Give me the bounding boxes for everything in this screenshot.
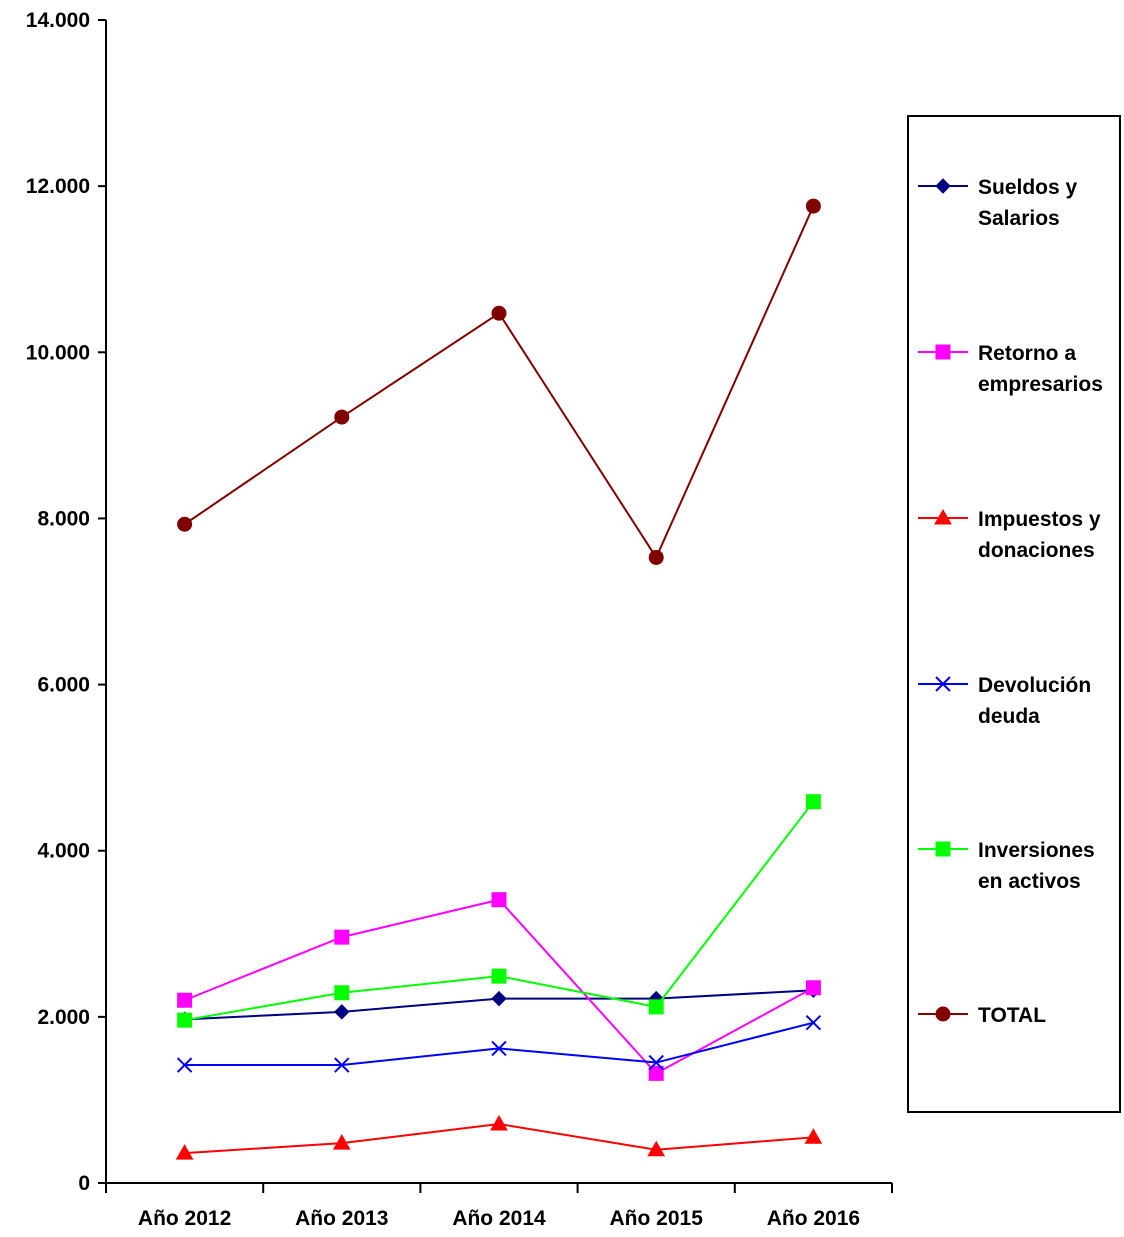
data-point bbox=[805, 198, 821, 214]
data-point bbox=[805, 980, 821, 996]
series-5 bbox=[177, 198, 821, 565]
legend-marker bbox=[935, 1006, 951, 1022]
series-line bbox=[184, 801, 815, 1022]
data-point bbox=[648, 1065, 664, 1081]
series-2 bbox=[175, 1115, 823, 1160]
data-point bbox=[177, 992, 193, 1008]
legend-item: Retorno a empresarios bbox=[918, 342, 1103, 396]
legend-item: Sueldos y Salarios bbox=[918, 176, 1078, 230]
data-point bbox=[648, 999, 664, 1015]
data-point bbox=[491, 990, 507, 1007]
legend-label: Devolución bbox=[978, 674, 1091, 697]
y-tick-label: 0 bbox=[78, 1172, 90, 1195]
data-point bbox=[490, 1115, 508, 1131]
legend-marker bbox=[934, 508, 952, 525]
legend-label: Salarios bbox=[978, 207, 1060, 230]
legend-marker bbox=[935, 344, 951, 360]
legend-label: empresarios bbox=[978, 373, 1103, 396]
legend-label: donaciones bbox=[978, 539, 1095, 562]
y-tick-label: 10.000 bbox=[26, 341, 90, 364]
data-point bbox=[491, 1040, 507, 1057]
legend-item: Impuestos y donaciones bbox=[918, 508, 1101, 562]
legend-label: Sueldos y bbox=[978, 176, 1078, 199]
x-tick-label: Año 2013 bbox=[295, 1207, 388, 1230]
legend-marker bbox=[935, 676, 951, 692]
series-1 bbox=[177, 892, 821, 1081]
legend-label: Inversiones bbox=[978, 839, 1095, 862]
legend-label: deuda bbox=[978, 705, 1040, 728]
series-4 bbox=[177, 794, 821, 1028]
legend-marker bbox=[935, 178, 951, 194]
y-tick-label: 2.000 bbox=[37, 1006, 90, 1029]
x-tick-label: Año 2016 bbox=[767, 1207, 860, 1230]
y-tick-label: 4.000 bbox=[37, 840, 90, 863]
legend-item: Inversiones en activos bbox=[918, 839, 1095, 893]
data-point bbox=[647, 1140, 666, 1157]
data-point bbox=[175, 1144, 194, 1160]
series-line bbox=[184, 1021, 814, 1067]
data-point bbox=[491, 968, 507, 984]
y-tick-label: 12.000 bbox=[26, 175, 90, 198]
data-point bbox=[491, 305, 507, 321]
y-tick-label: 8.000 bbox=[37, 507, 90, 530]
legend-box bbox=[907, 115, 1121, 1113]
data-point bbox=[176, 1057, 193, 1073]
data-point bbox=[491, 892, 507, 908]
series-3 bbox=[176, 1014, 822, 1073]
data-point bbox=[648, 1054, 664, 1071]
legend-label: en activos bbox=[978, 870, 1081, 893]
data-point bbox=[334, 409, 350, 425]
legend-item: Devolución deuda bbox=[918, 674, 1091, 728]
x-tick-label: Año 2012 bbox=[138, 1207, 231, 1230]
legend: Sueldos y Salarios Retorno a empresarios Imp… bbox=[907, 115, 1121, 1113]
x-tick-label: Año 2014 bbox=[452, 1207, 546, 1230]
series-line bbox=[184, 205, 815, 560]
y-tick-label: 6.000 bbox=[37, 674, 90, 697]
legend-marker bbox=[935, 841, 951, 857]
x-tick-label: Año 2015 bbox=[610, 1207, 704, 1230]
data-point bbox=[332, 1134, 351, 1150]
legend-label: Retorno a bbox=[978, 342, 1076, 365]
data-point bbox=[648, 549, 664, 565]
data-point bbox=[177, 1012, 193, 1028]
plot-area: 0 2.000 4.000 6.000 8.000 10.000 12.000 14.000 A… bbox=[26, 9, 893, 1230]
y-tick-label: 14.000 bbox=[26, 9, 90, 32]
legend-label: Impuestos y bbox=[978, 508, 1101, 531]
data-point bbox=[805, 1014, 822, 1031]
legend-item: TOTAL bbox=[918, 1004, 1046, 1027]
data-point bbox=[177, 516, 193, 532]
data-point bbox=[334, 929, 350, 945]
data-point bbox=[334, 985, 350, 1001]
data-point bbox=[334, 1057, 350, 1073]
data-point bbox=[804, 1128, 823, 1144]
data-point bbox=[334, 1004, 350, 1020]
data-point bbox=[805, 794, 821, 810]
legend-label: TOTAL bbox=[978, 1004, 1046, 1027]
